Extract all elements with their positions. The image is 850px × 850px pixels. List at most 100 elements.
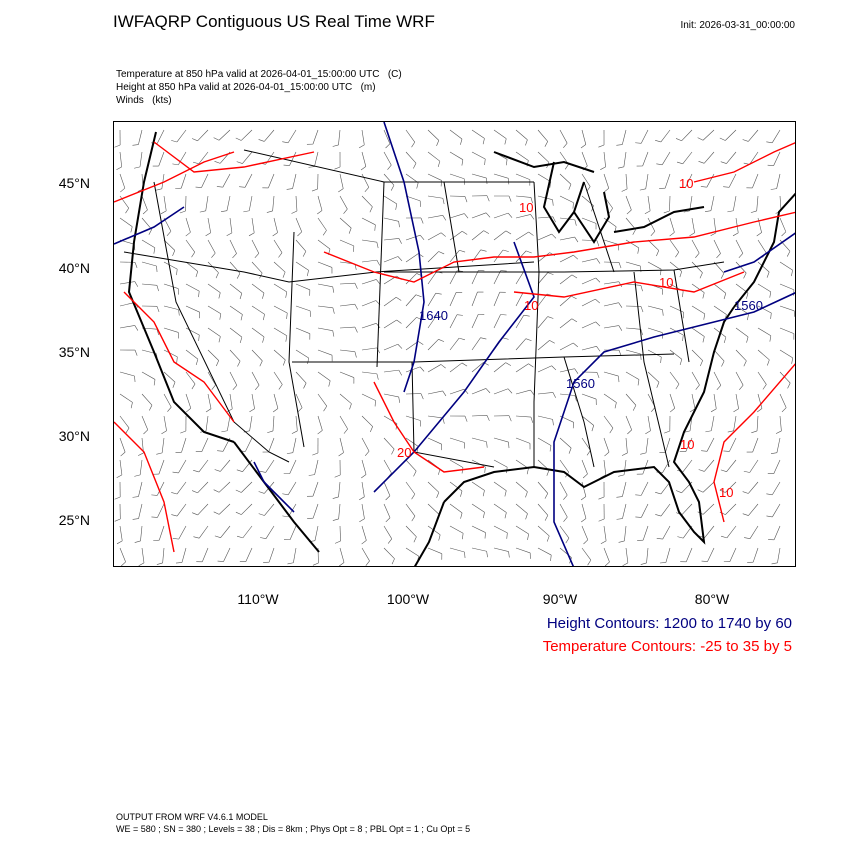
wind-barb-flag (530, 197, 533, 204)
wind-barb-flag (397, 344, 403, 349)
wind-barb-flag (442, 198, 445, 205)
wind-barb (249, 415, 253, 431)
wind-barb-flag (193, 470, 200, 473)
wind-barb (713, 305, 727, 315)
wind-barb-flag (618, 350, 622, 356)
wind-barb-flag (191, 138, 198, 142)
wind-barb (625, 239, 639, 249)
wind-barb (405, 317, 417, 329)
wind-barb (163, 393, 172, 408)
wind-barb-flag (156, 452, 163, 455)
wind-barb-flag (243, 210, 250, 213)
wind-barb (471, 547, 487, 552)
wind-barb-flag (307, 357, 309, 364)
wind-barb (273, 239, 283, 253)
wind-barb (471, 151, 486, 160)
wind-barb (449, 525, 464, 534)
lat-label: 25°N (58, 512, 90, 528)
wind-barb (735, 261, 747, 274)
temperature-label: 10 (524, 298, 538, 313)
wind-barb (273, 349, 286, 361)
wind-barb (581, 503, 587, 519)
wind-barb-flag (604, 561, 610, 566)
wind-barb-flag (258, 513, 265, 516)
wind-barb (449, 362, 463, 373)
wind-barb-flag (600, 166, 606, 170)
wind-barb-flag (172, 250, 176, 257)
wind-barb (471, 291, 478, 307)
wind-barb-flag (186, 407, 191, 413)
wind-barb-flag (282, 359, 286, 366)
wind-barb (295, 283, 310, 291)
wind-barb (581, 346, 597, 351)
wind-barb-flag (334, 540, 341, 544)
wind-barb-flag (237, 360, 241, 367)
wind-barb-flag (134, 262, 138, 269)
wind-barb-flag (332, 330, 335, 337)
wind-barb-flag (705, 430, 712, 433)
wind-barb-flag (391, 558, 395, 565)
wind-barb (119, 371, 135, 377)
wind-barb-flag (775, 430, 782, 434)
wind-barb (289, 151, 297, 166)
wind-barb-flag (525, 139, 528, 146)
wind-barb (241, 481, 253, 493)
wind-barb-flag (398, 369, 403, 376)
wind-barb (449, 337, 460, 351)
wind-barb (757, 371, 767, 385)
wind-barb (361, 323, 377, 329)
wind-barb-flag (598, 518, 605, 522)
wind-barb-flag (595, 298, 601, 304)
wind-barb (779, 217, 787, 232)
wind-barb-flag (739, 384, 744, 390)
wind-barb-flag (747, 314, 749, 321)
wind-barb (251, 261, 263, 274)
wind-barb (581, 298, 596, 307)
wind-barb-flag (459, 337, 465, 341)
wind-barb (251, 371, 260, 386)
wind-barb (713, 217, 717, 233)
wind-barb (141, 195, 148, 211)
wind-barb (537, 272, 549, 285)
wind-barb (163, 283, 179, 289)
wind-barb (339, 195, 348, 210)
wind-barb (273, 283, 287, 293)
wind-barb (251, 283, 265, 294)
wind-barb (220, 525, 231, 538)
wind-barb (338, 503, 341, 519)
wind-barb (515, 129, 528, 140)
wind-barb (725, 481, 737, 493)
wind-barb (138, 481, 143, 497)
wind-barb-flag (411, 141, 416, 148)
wind-barb-flag (285, 335, 288, 342)
wind-barb (625, 415, 632, 430)
wind-barb-flag (721, 360, 725, 367)
wind-barb-flag (205, 232, 211, 237)
wind-barb (660, 481, 671, 495)
wind-barb-flag (134, 166, 141, 169)
wind-barb (537, 233, 552, 241)
wind-barb (493, 173, 509, 179)
wind-barb-flag (153, 247, 156, 254)
wind-barb (757, 305, 772, 314)
wind-barb (471, 459, 486, 468)
wind-barb (640, 129, 649, 144)
wind-barb (625, 173, 628, 189)
wind-barb-flag (738, 253, 744, 259)
wind-barb-flag (662, 309, 664, 316)
wind-barb-flag (723, 293, 727, 300)
wind-barb-flag (689, 232, 695, 237)
wind-barb-flag (262, 292, 265, 299)
wind-barb-flag (710, 232, 717, 237)
wind-barb (361, 129, 365, 145)
wind-barb-flag (723, 186, 730, 188)
wind-barb-flag (791, 357, 794, 364)
wind-barb (241, 129, 253, 141)
wind-barb-flag (211, 384, 216, 390)
wind-barb (603, 281, 619, 285)
wind-barb (581, 525, 589, 540)
wind-barb-flag (214, 535, 221, 538)
wind-barb (292, 173, 297, 189)
wind-barb-flag (195, 271, 199, 278)
wind-barb (449, 547, 465, 553)
